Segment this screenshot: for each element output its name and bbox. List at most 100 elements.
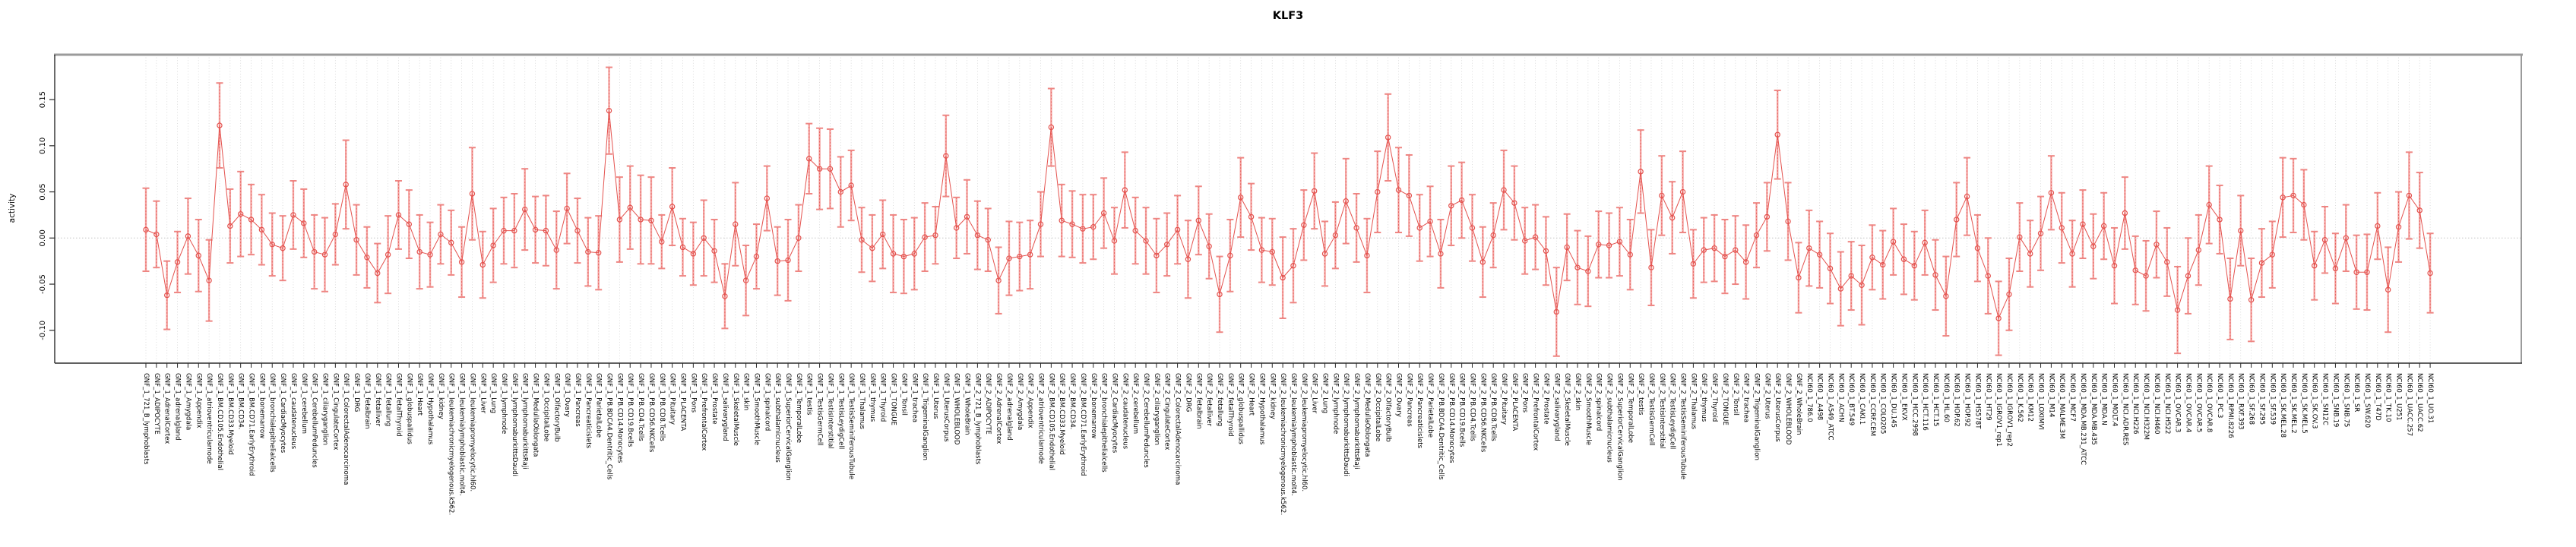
data-point bbox=[2174, 307, 2181, 313]
x-tick-label: GNF_1_TestisGermCell bbox=[816, 373, 824, 446]
x-tick-label: GNF_2_Tonsil bbox=[1732, 373, 1739, 416]
x-tick-label: GNF_2_Pituitary bbox=[1500, 373, 1508, 425]
x-tick-label: GNF_2_lymphnode bbox=[1331, 373, 1339, 434]
data-point bbox=[2206, 201, 2212, 208]
data-point bbox=[311, 248, 318, 255]
x-tick-label: GNF_1_AdrenalCortex bbox=[163, 373, 171, 444]
y-tick-label: -0.10 bbox=[39, 321, 47, 340]
x-tick-label: NCI60_1_HL.60 bbox=[1942, 373, 1950, 422]
data-point bbox=[1659, 192, 1665, 199]
x-tick-label: NCI60_1_IGROV1_rep1 bbox=[1995, 373, 2002, 447]
data-point bbox=[1311, 188, 1318, 194]
x-tick-label: GNF_1_TrigeminalGanglion bbox=[921, 373, 929, 460]
x-tick-label: GNF_2_Hypothalamus bbox=[1258, 373, 1265, 445]
x-tick-label: GNF_1_lymphomaburkittsRaji bbox=[521, 373, 529, 470]
x-tick-label: NCI60_1_A498 bbox=[1816, 373, 1824, 420]
x-tick-label: GNF_2_caudatenucleus bbox=[1121, 373, 1128, 450]
data-point bbox=[2301, 201, 2307, 208]
data-point bbox=[659, 239, 665, 245]
x-tick-label: GNF_1_Tonsil bbox=[900, 373, 907, 416]
x-tick-label: GNF_1_721_B_lymphoblasts bbox=[142, 373, 150, 465]
data-point bbox=[796, 235, 802, 241]
x-tick-label: GNF_2_Pancreas bbox=[1405, 373, 1413, 427]
data-point bbox=[290, 212, 296, 218]
data-point bbox=[416, 248, 422, 255]
data-point bbox=[1900, 256, 1907, 262]
x-tick-label: GNF_2_Liver bbox=[1311, 373, 1318, 414]
x-tick-label: GNF_1_cerebellum bbox=[300, 373, 308, 434]
data-point bbox=[1869, 255, 1875, 261]
data-point bbox=[869, 245, 875, 251]
data-point bbox=[1837, 286, 1844, 292]
data-point bbox=[1269, 248, 1275, 255]
series-line bbox=[145, 110, 2431, 320]
x-tick-label: GNF_2_TestisInterstitial bbox=[1658, 373, 1666, 449]
x-tick-label: GNF_2_TrigeminalGanglion bbox=[1753, 373, 1761, 460]
data-point bbox=[2164, 259, 2170, 265]
data-point bbox=[2312, 263, 2318, 269]
data-point bbox=[1195, 217, 1202, 223]
x-tick-label: NCI60_1_HOP.92 bbox=[1964, 373, 1971, 427]
x-tick-label: GNF_1_ciliaryganglion bbox=[321, 373, 329, 445]
data-point bbox=[2132, 267, 2138, 274]
data-point bbox=[911, 251, 917, 257]
data-point bbox=[1143, 238, 1149, 244]
data-point bbox=[1479, 259, 1486, 265]
x-tick-label: GNF_1_OccipitalLobe bbox=[542, 373, 549, 441]
data-point bbox=[301, 220, 307, 226]
data-point bbox=[964, 213, 970, 220]
x-tick-label: NCI60_1_HOP.62 bbox=[1953, 373, 1960, 427]
data-point bbox=[2143, 273, 2149, 279]
x-tick-label: GNF_1_BM.CD71.EarlyErythroid bbox=[248, 373, 255, 476]
data-point bbox=[1037, 221, 1044, 227]
x-tick-label: NCI60_1_HT29 bbox=[1984, 373, 1992, 421]
data-point bbox=[1501, 187, 1507, 193]
data-point bbox=[764, 195, 771, 201]
x-tick-label: GNF_2_BM.CD71.EarlyErythroid bbox=[1079, 373, 1087, 476]
data-point bbox=[395, 212, 402, 218]
chart-title: KLF3 bbox=[1272, 10, 1304, 22]
data-point bbox=[2416, 207, 2423, 213]
data-point bbox=[859, 237, 865, 243]
x-tick-label: NCI60_1_U251 bbox=[2395, 373, 2403, 421]
x-tick-label: GNF_1_SkeletalMuscle bbox=[732, 373, 739, 446]
data-point bbox=[1995, 315, 2002, 321]
data-point bbox=[1606, 242, 1612, 248]
data-point bbox=[1964, 193, 1970, 200]
x-tick-label: GNF_2_SkeletalMuscle bbox=[1563, 373, 1571, 446]
data-point bbox=[1574, 264, 1581, 270]
x-tick-label: NCI60_1_SNB.19 bbox=[2331, 373, 2339, 427]
x-tick-label: NCI60_1_COLO205 bbox=[1879, 373, 1887, 434]
x-tick-label: GNF_2_fetalbrain bbox=[1195, 373, 1202, 429]
data-point bbox=[511, 227, 517, 234]
x-tick-label: NCI60_1_NCI.ADR.RES bbox=[2121, 373, 2128, 445]
x-tick-label: GNF_1_MedullaOblongata bbox=[532, 373, 540, 457]
data-point bbox=[2069, 251, 2075, 257]
x-tick-label: GNF_1_spinalcord bbox=[763, 373, 771, 431]
data-point bbox=[816, 166, 823, 172]
data-point bbox=[1985, 273, 1991, 279]
x-tick-label: GNF_2_CingulateCortex bbox=[1163, 373, 1171, 451]
x-tick-label: GNF_2_ADIPOCYTE bbox=[984, 373, 992, 435]
data-point bbox=[2364, 269, 2370, 275]
data-point bbox=[501, 227, 507, 234]
x-tick-label: GNF_1_Uterus bbox=[932, 373, 939, 419]
x-tick-label: GNF_2_BM.CD33.Myeloid bbox=[1058, 373, 1065, 455]
data-point bbox=[2100, 223, 2107, 229]
x-tick-label: GNF_1_Prostate bbox=[710, 373, 718, 425]
x-tick-label: NCI60_1_SNB.75 bbox=[2342, 373, 2350, 427]
data-point bbox=[479, 261, 486, 268]
x-tick-label: NCI60_1_SF.268 bbox=[2248, 373, 2255, 425]
data-point bbox=[1280, 274, 1286, 281]
x-tick-label: GNF_1_CardiacMyocytes bbox=[279, 373, 286, 454]
data-point bbox=[1227, 252, 1233, 259]
data-point bbox=[1522, 238, 1528, 244]
x-tick-label: GNF_1_lymphomaburkittsDaudi bbox=[511, 373, 518, 476]
x-tick-label: GNF_1_PLACENTA bbox=[679, 373, 687, 431]
x-tick-label: NCI60_1_SK.OV.3 bbox=[2311, 373, 2318, 428]
data-point bbox=[1122, 187, 1128, 193]
x-tick-label: GNF_2_WholeBrain bbox=[1795, 373, 1802, 435]
data-point bbox=[890, 251, 897, 257]
x-tick-label: NCI60_1_HCT.15 bbox=[1932, 373, 1939, 426]
x-tick-label: GNF_1_DRG bbox=[353, 373, 360, 412]
